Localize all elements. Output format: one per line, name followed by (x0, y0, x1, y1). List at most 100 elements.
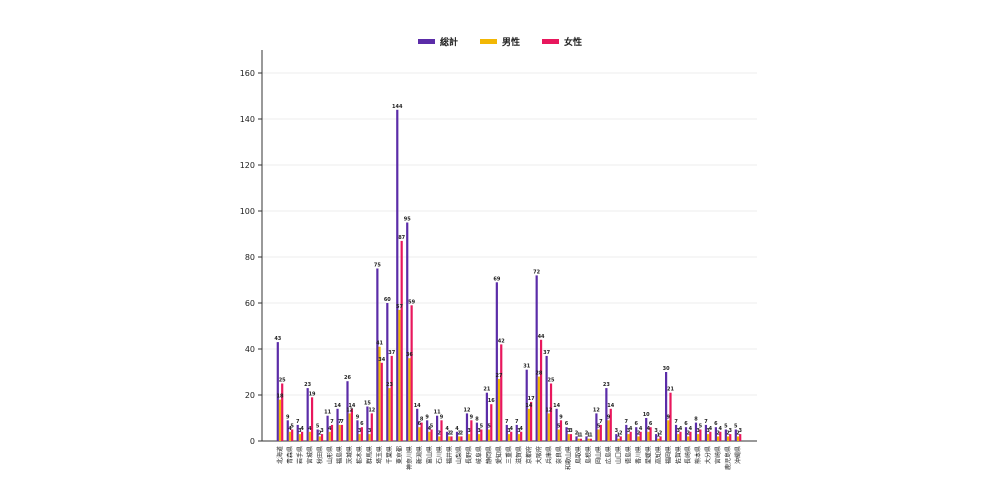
x-tick-label: 兵庫県 (545, 446, 553, 464)
bar (418, 427, 421, 441)
bar (416, 408, 419, 441)
bar (527, 408, 531, 441)
bar (639, 431, 642, 441)
x-tick-label: 山形県 (326, 446, 334, 464)
data-label: 14 (334, 403, 341, 409)
bar (490, 404, 493, 441)
bar (450, 436, 453, 441)
bar (689, 431, 692, 441)
bar (288, 431, 292, 441)
bar (346, 381, 349, 441)
bar (336, 408, 339, 441)
bar (316, 429, 319, 441)
data-label: 4 (629, 426, 633, 432)
x-tick-label: 愛媛県 (644, 446, 652, 464)
bar (308, 431, 311, 441)
data-label: 30 (663, 366, 670, 372)
data-label: 2 (450, 430, 454, 436)
data-label: 19 (309, 391, 316, 397)
data-label: 16 (488, 398, 495, 404)
x-tick-label: 佐賀県 (674, 446, 682, 464)
data-label: 2 (448, 430, 452, 436)
bar (448, 436, 451, 441)
bar (276, 342, 279, 441)
x-tick-label: 広島県 (605, 446, 613, 464)
data-label: 44 (538, 334, 545, 340)
data-label: 1 (657, 433, 661, 439)
data-label: 4 (328, 426, 332, 432)
bar (599, 424, 602, 441)
bar (699, 429, 702, 441)
legend-label-male: 男性 (501, 38, 520, 48)
bar (348, 413, 351, 441)
bar (587, 438, 590, 441)
bar (438, 436, 441, 441)
data-label: 7 (515, 419, 519, 425)
bar (487, 429, 491, 441)
bar (497, 378, 501, 441)
bar (326, 415, 329, 441)
bar (657, 438, 660, 441)
bar (460, 436, 463, 441)
data-label: 7 (340, 419, 344, 425)
data-label: 36 (406, 352, 413, 358)
data-label: 25 (279, 378, 286, 384)
bar (627, 434, 630, 441)
x-tick-label: 長野県 (465, 446, 473, 464)
bar (378, 346, 381, 441)
x-tick-label: 宮崎県 (714, 446, 722, 464)
data-label: 3 (615, 428, 619, 434)
data-label: 3 (567, 428, 571, 434)
bar (585, 436, 588, 441)
bar (356, 420, 359, 441)
data-label: 2 (585, 430, 589, 436)
bar (445, 431, 449, 441)
bar (557, 429, 560, 441)
data-label: 2 (716, 430, 720, 436)
bar (470, 420, 473, 441)
bar (535, 275, 538, 441)
data-label: 4 (519, 426, 523, 432)
data-label: 1 (579, 433, 583, 439)
data-label: 2 (575, 430, 579, 436)
data-label: 12 (346, 407, 353, 413)
bar (291, 429, 294, 441)
bar (388, 388, 391, 441)
data-label: 4 (445, 426, 449, 432)
data-label: 8 (694, 417, 698, 423)
data-label: 4 (509, 426, 513, 432)
data-label: 3 (368, 428, 372, 434)
bar (296, 424, 299, 441)
x-tick-label: 石川県 (436, 446, 443, 464)
bar (520, 431, 523, 441)
data-label: 144 (392, 104, 403, 110)
bar (530, 401, 533, 441)
bar (704, 424, 708, 441)
data-label: 21 (667, 387, 674, 393)
bar (677, 434, 680, 441)
bar (428, 431, 431, 441)
bar (724, 429, 727, 441)
data-label: 1 (589, 433, 593, 439)
bar (475, 422, 479, 441)
y-tick-label: 40 (245, 345, 255, 354)
bar (607, 420, 610, 441)
bar (306, 388, 309, 441)
bar (380, 362, 383, 441)
bar (739, 434, 742, 441)
bar (465, 413, 469, 441)
bar (679, 431, 682, 441)
data-label: 11 (434, 410, 441, 416)
data-label: 9 (470, 414, 474, 420)
data-label: 34 (378, 357, 385, 363)
bar (707, 434, 710, 441)
x-tick-label: 滋賀県 (515, 446, 523, 464)
data-label: 43 (274, 336, 281, 342)
data-label: 2 (619, 430, 623, 436)
data-label: 2 (659, 430, 663, 436)
data-label: 10 (643, 412, 650, 418)
data-label: 69 (493, 276, 500, 282)
bar (396, 109, 399, 442)
bar (406, 222, 409, 441)
data-label: 5 (699, 424, 703, 430)
